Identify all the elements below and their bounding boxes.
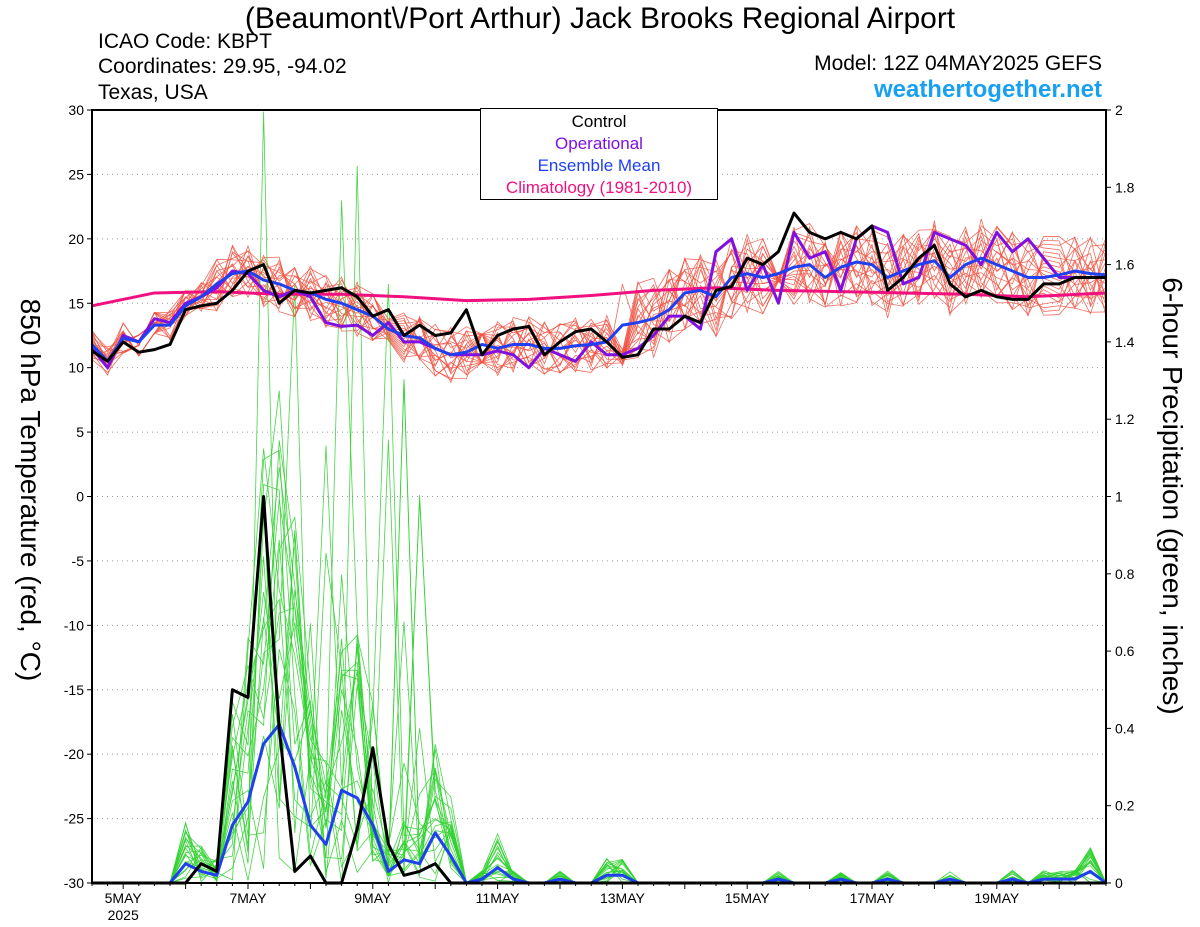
y-right-tick-label: 1.8 xyxy=(1115,179,1135,195)
y-right-tick-label: 0 xyxy=(1115,875,1123,891)
legend-mean: Ensemble Mean xyxy=(537,156,661,175)
y-right-tick-label: 1 xyxy=(1115,489,1123,505)
plot-frame xyxy=(91,109,1107,884)
legend-climo: Climatology (1981-2010) xyxy=(505,178,693,197)
y-left-tick-label: 5 xyxy=(76,424,84,440)
chart-title: (Beaumont\/Port Arthur) Jack Brooks Regi… xyxy=(244,2,956,35)
member-temp-line xyxy=(91,225,1107,373)
member-precip-line xyxy=(92,449,1107,884)
y-right-tick-label: 2 xyxy=(1115,102,1123,118)
x-tick-label: 19MAY xyxy=(974,890,1020,906)
member-temp-line xyxy=(91,232,1107,377)
site-link[interactable]: weathertogether.net xyxy=(873,76,1102,103)
legend: Control Operational Ensemble Mean Climat… xyxy=(480,108,718,200)
x-tick-label: 7MAY xyxy=(229,890,267,906)
y-right-tick-label: 1.6 xyxy=(1115,257,1135,273)
model-run: Model: 12Z 04MAY2025 GEFS xyxy=(814,52,1102,75)
y-left-tick-label: 30 xyxy=(68,102,84,118)
temp-operational-line xyxy=(90,224,1106,370)
y-left-tick-label: -15 xyxy=(64,682,84,698)
member-precip-line xyxy=(92,439,1107,884)
y-left-tick-label: -20 xyxy=(64,746,84,762)
x-tick-label: 11MAY xyxy=(476,890,520,906)
y-left-tick-label: -5 xyxy=(72,553,85,569)
region: Texas, USA xyxy=(98,81,208,104)
y-right-tick-label: 0.6 xyxy=(1115,643,1135,659)
y-right-tick-label: 1.4 xyxy=(1115,334,1135,350)
member-precip-line xyxy=(92,448,1107,884)
member-precip-line xyxy=(92,440,1107,884)
x-tick-label: 13MAY xyxy=(600,890,646,906)
x-tick-label: 9MAY xyxy=(354,890,392,906)
member-temp-line xyxy=(91,229,1107,373)
y-left-tick-label: 0 xyxy=(76,489,84,505)
y-left-tick-label: -25 xyxy=(64,811,84,827)
temp-climatology-1981-2010-line xyxy=(91,286,1107,308)
y-left-tick-label: 15 xyxy=(68,295,84,311)
x-tick-label: 17MAY xyxy=(850,890,896,906)
temp-ensemble-mean-line xyxy=(90,256,1107,363)
temp-control-line xyxy=(91,211,1106,363)
y-right-tick-label: 0.2 xyxy=(1115,798,1135,814)
x-tick-label: 15MAY xyxy=(725,890,771,906)
icao-code: ICAO Code: KBPT xyxy=(98,30,272,53)
y-left-tick-label: -30 xyxy=(64,875,84,891)
coordinates: Coordinates: 29.95, -94.02 xyxy=(98,55,347,78)
member-precip-line xyxy=(92,574,1107,884)
y-right-tick-label: 0.4 xyxy=(1115,720,1135,736)
member-precip-line xyxy=(92,111,1107,884)
y-left-tick-label: 10 xyxy=(68,360,84,376)
y-left-tick-label: 25 xyxy=(68,166,84,182)
y-left-tick-label: -10 xyxy=(64,617,84,633)
member-temp-line xyxy=(91,229,1107,381)
y-right-tick-label: 0.8 xyxy=(1115,566,1135,582)
y-left-tick-label: 20 xyxy=(68,231,84,247)
x-year-label: 2025 xyxy=(108,907,139,923)
x-tick-label: 5MAY xyxy=(105,890,143,906)
legend-control: Control xyxy=(571,112,627,131)
legend-operational: Operational xyxy=(555,134,643,153)
member-temp-line xyxy=(91,218,1107,371)
y-right-tick-label: 1.2 xyxy=(1115,411,1135,427)
